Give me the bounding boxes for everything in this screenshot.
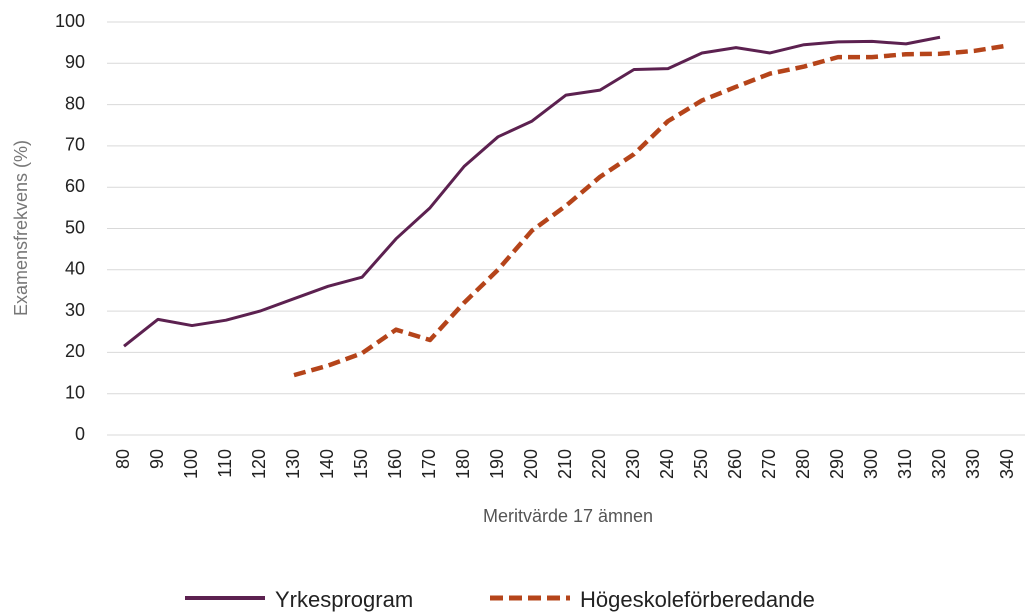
x-tick-label: 150 xyxy=(351,449,371,479)
x-tick-label: 280 xyxy=(793,449,813,479)
x-tick-label: 210 xyxy=(555,449,575,479)
x-tick-label: 120 xyxy=(249,449,269,479)
x-tick-label: 200 xyxy=(521,449,541,479)
x-tick-label: 330 xyxy=(963,449,983,479)
y-tick-label: 20 xyxy=(65,341,85,361)
x-tick-label: 80 xyxy=(113,449,133,469)
x-tick-label: 220 xyxy=(589,449,609,479)
x-axis-title: Meritvärde 17 ämnen xyxy=(483,506,653,526)
legend-label: Högeskoleförberedande xyxy=(580,587,815,612)
y-tick-label: 90 xyxy=(65,52,85,72)
y-tick-label: 50 xyxy=(65,217,85,237)
x-tick-label: 190 xyxy=(487,449,507,479)
x-tick-label: 130 xyxy=(283,449,303,479)
y-tick-label: 40 xyxy=(65,259,85,279)
x-tick-label: 140 xyxy=(317,449,337,479)
x-tick-label: 170 xyxy=(419,449,439,479)
x-tick-label: 100 xyxy=(181,449,201,479)
series-line xyxy=(293,43,1009,378)
x-tick-label: 290 xyxy=(827,449,847,479)
x-tick-label: 110 xyxy=(215,449,235,478)
x-tick-label: 340 xyxy=(997,449,1017,479)
x-tick-label: 250 xyxy=(691,449,711,479)
x-tick-label: 310 xyxy=(895,449,915,479)
y-tick-label: 0 xyxy=(75,424,85,444)
x-tick-label: 270 xyxy=(759,449,779,479)
x-tick-label: 180 xyxy=(453,449,473,479)
x-tick-label: 260 xyxy=(725,449,745,479)
y-axis-title: Examensfrekvens (%) xyxy=(11,140,31,316)
y-tick-label: 30 xyxy=(65,300,85,320)
x-tick-label: 160 xyxy=(385,449,405,479)
y-tick-label: 60 xyxy=(65,176,85,196)
y-tick-label: 70 xyxy=(65,135,85,155)
series-line xyxy=(123,35,941,348)
y-tick-label: 10 xyxy=(65,382,85,402)
x-tick-label: 230 xyxy=(623,449,643,479)
x-tick-label: 300 xyxy=(861,449,881,479)
x-tick-label: 240 xyxy=(657,449,677,479)
legend-label: Yrkesprogram xyxy=(275,587,413,612)
x-tick-label: 90 xyxy=(147,449,167,469)
y-tick-label: 80 xyxy=(65,93,85,113)
x-tick-label: 320 xyxy=(929,449,949,479)
y-tick-label: 100 xyxy=(55,11,85,31)
